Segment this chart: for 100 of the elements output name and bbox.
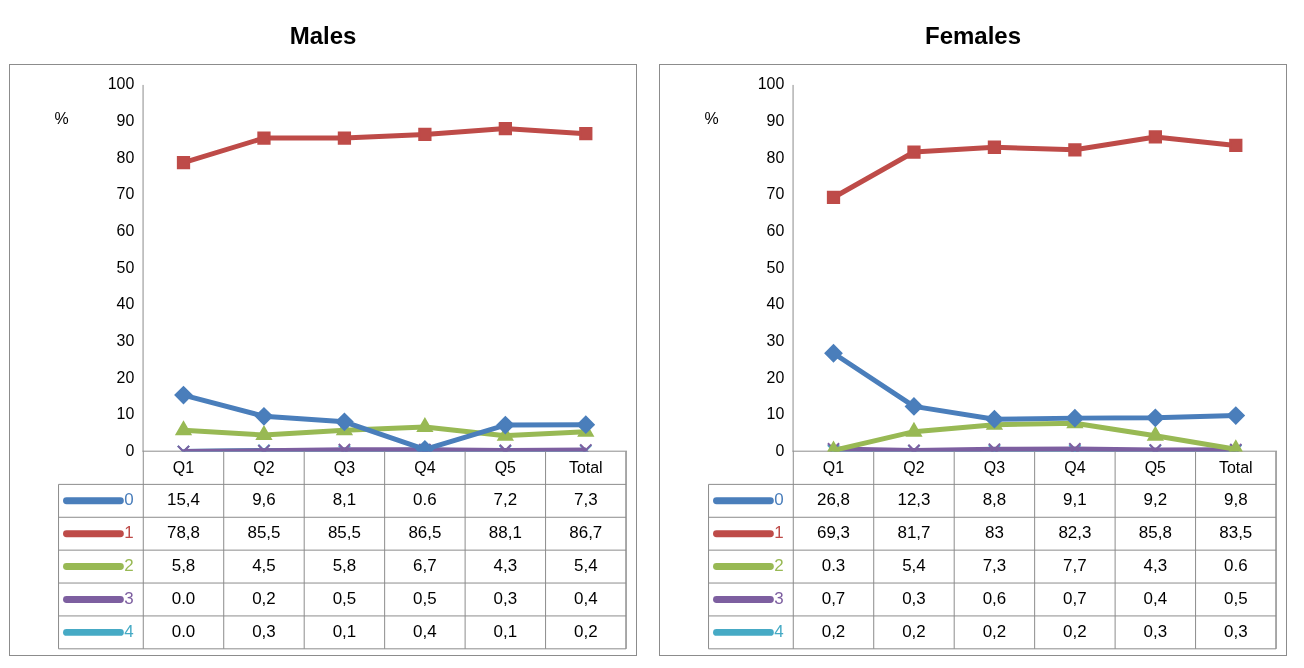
data-label: 4,5 xyxy=(252,556,276,576)
x-tick-label: Q1 xyxy=(172,459,195,477)
data-label: 83 xyxy=(985,523,1004,543)
data-label: 0,2 xyxy=(902,622,926,642)
y-tick-label: 40 xyxy=(766,295,785,313)
data-label: 0.6 xyxy=(1224,556,1248,576)
data-label: 81,7 xyxy=(897,523,931,543)
data-label: 88,1 xyxy=(488,523,522,543)
data-label: 0,2 xyxy=(1063,622,1087,642)
data-label: 0.0 xyxy=(171,622,196,642)
y-tick-label: 30 xyxy=(116,331,135,349)
data-label: 0,6 xyxy=(982,589,1007,609)
data-label: 9,1 xyxy=(1063,490,1087,510)
data-label: 26,8 xyxy=(817,490,850,510)
y-tick-label: 10 xyxy=(116,405,135,423)
data-label: 0,3 xyxy=(902,589,926,609)
x-tick-label: Q5 xyxy=(494,459,517,477)
y-tick-label: 70 xyxy=(766,185,785,203)
data-label: 0,7 xyxy=(821,589,846,609)
legend-label: 3 xyxy=(124,589,134,609)
y-tick-label: 70 xyxy=(116,185,135,203)
data-label: 5,8 xyxy=(171,556,196,576)
y-tick-label: 100 xyxy=(107,75,135,93)
x-tick-label: Q3 xyxy=(983,459,1006,477)
data-label: 0,2 xyxy=(252,589,276,609)
data-label: 6,7 xyxy=(413,556,437,576)
data-label: 0,1 xyxy=(332,622,357,642)
data-label: 7,3 xyxy=(574,490,598,510)
x-tick-label: Q1 xyxy=(822,459,845,477)
data-label: 7,7 xyxy=(1063,556,1087,576)
data-label: 5,4 xyxy=(902,556,926,576)
data-label: 86,5 xyxy=(408,523,442,543)
data-label: 9,8 xyxy=(1224,490,1248,510)
y-tick-label: 60 xyxy=(766,221,785,239)
data-label: 86,7 xyxy=(569,523,603,543)
data-label: 8,8 xyxy=(982,490,1007,510)
y-tick-label: 80 xyxy=(766,148,785,166)
y-tick-label: 50 xyxy=(766,258,785,276)
legend-label: 4 xyxy=(124,622,134,642)
y-axis-title: % xyxy=(704,110,719,128)
data-label: 85,5 xyxy=(327,523,361,543)
data-label: 15,4 xyxy=(167,490,200,510)
y-tick-label: 30 xyxy=(766,331,785,349)
data-label: 0,5 xyxy=(413,589,437,609)
data-label: 0.6 xyxy=(413,490,437,510)
legend-label: 2 xyxy=(774,556,784,576)
x-tick-label: Total xyxy=(1218,459,1253,477)
y-tick-label: 20 xyxy=(116,368,135,386)
x-tick-label: Q5 xyxy=(1144,459,1167,477)
y-axis-title: % xyxy=(54,110,69,128)
data-label: 83,5 xyxy=(1219,523,1253,543)
data-label: 82,3 xyxy=(1058,523,1092,543)
y-tick-label: 40 xyxy=(116,295,135,313)
data-label: 0,2 xyxy=(821,622,846,642)
y-tick-label: 20 xyxy=(766,368,785,386)
x-tick-label: Q4 xyxy=(414,459,436,477)
data-label: 0.0 xyxy=(171,589,196,609)
x-tick-label: Q4 xyxy=(1064,459,1086,477)
data-label: 78,8 xyxy=(167,523,200,543)
y-tick-label: 50 xyxy=(116,258,135,276)
y-tick-label: 0 xyxy=(775,441,785,459)
x-tick-label: Q2 xyxy=(253,459,275,477)
data-label: 0,4 xyxy=(413,622,437,642)
y-tick-label: 0 xyxy=(125,441,135,459)
y-tick-label: 90 xyxy=(116,111,135,129)
data-label: 0,1 xyxy=(493,622,518,642)
legend-label: 3 xyxy=(774,589,784,609)
data-label: 7,3 xyxy=(982,556,1007,576)
data-label: 85,5 xyxy=(247,523,281,543)
chart-title: Males xyxy=(289,21,357,51)
legend-label: 2 xyxy=(124,556,134,576)
x-tick-label: Total xyxy=(568,459,603,477)
data-label: 9,2 xyxy=(1143,490,1168,510)
y-tick-label: 90 xyxy=(766,111,785,129)
data-label: 7,2 xyxy=(493,490,518,510)
data-label: 0,2 xyxy=(574,622,598,642)
y-tick-label: 100 xyxy=(757,75,785,93)
data-label: 5,4 xyxy=(574,556,598,576)
data-label: 69,3 xyxy=(817,523,850,543)
data-label: 4,3 xyxy=(493,556,518,576)
data-label: 4,3 xyxy=(1143,556,1168,576)
y-tick-label: 60 xyxy=(116,221,135,239)
data-label: 12,3 xyxy=(897,490,931,510)
data-label: 0,7 xyxy=(1063,589,1087,609)
data-label: 85,8 xyxy=(1138,523,1172,543)
data-label: 0,4 xyxy=(574,589,598,609)
data-label: 0,2 xyxy=(982,622,1007,642)
x-tick-label: Q3 xyxy=(333,459,356,477)
x-tick-label: Q2 xyxy=(903,459,925,477)
legend-label: 1 xyxy=(774,523,784,543)
y-tick-label: 10 xyxy=(766,405,785,423)
data-label: 0,3 xyxy=(493,589,518,609)
data-label: 5,8 xyxy=(332,556,357,576)
data-label: 0.3 xyxy=(821,556,846,576)
data-label: 0,3 xyxy=(252,622,276,642)
data-label: 8,1 xyxy=(332,490,357,510)
legend-label: 1 xyxy=(124,523,134,543)
data-label: 0,5 xyxy=(1224,589,1248,609)
data-label: 9,6 xyxy=(252,490,276,510)
data-label: 0,3 xyxy=(1224,622,1248,642)
